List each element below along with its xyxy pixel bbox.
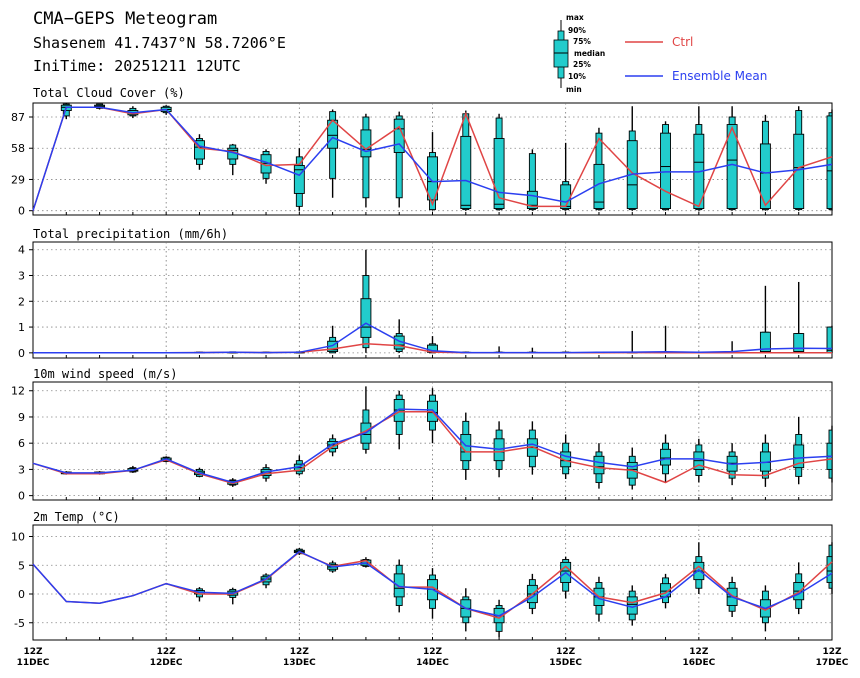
x-tick-label-time: 12Z xyxy=(290,647,310,657)
key-label-max: max xyxy=(566,13,584,22)
panel-precipitation: Total precipitation (mm/6h) 0 1 2 3 4 xyxy=(18,227,833,360)
y-tick-label: 12 xyxy=(11,385,25,398)
box-inner xyxy=(759,143,771,209)
key-label-p75: 75% xyxy=(573,37,591,46)
box-inner xyxy=(393,573,405,598)
y-tick-label: -5 xyxy=(14,617,25,630)
y-tick-label: 4 xyxy=(18,244,25,257)
panel-temperature: 2m Temp (°C) -5 0 5 10 xyxy=(11,510,833,641)
y-tick-label: 3 xyxy=(18,463,25,476)
panel-wind-speed: 10m wind speed (m/s) 0 3 6 9 12 xyxy=(11,367,833,503)
y-tick-label: 6 xyxy=(18,437,25,450)
x-tick-label-date: 13DEC xyxy=(283,658,316,668)
x-tick-label-date: 14DEC xyxy=(416,658,449,668)
key-label-p10: 10% xyxy=(568,72,586,81)
legend-mean-label: Ensemble Mean xyxy=(672,69,767,83)
y-tick-label: 58 xyxy=(11,142,25,155)
box-inner xyxy=(826,115,833,209)
panel-title-precipitation: Total precipitation (mm/6h) xyxy=(33,227,228,241)
location-text: Shasenem 41.7437°N 58.7206°E xyxy=(33,34,286,52)
panel-title-wind-speed: 10m wind speed (m/s) xyxy=(33,367,178,381)
box-inner xyxy=(660,132,671,209)
y-tick-label: 5 xyxy=(18,559,25,572)
y-tick-label: 1 xyxy=(18,321,25,334)
box-inner xyxy=(726,124,738,209)
x-tick-label-date: 16DEC xyxy=(682,658,715,668)
box-inner xyxy=(826,556,833,583)
boxplots-cloud xyxy=(60,103,833,211)
x-tick-label-time: 12Z xyxy=(822,647,842,657)
panel-title-cloud-cover: Total Cloud Cover (%) xyxy=(33,86,185,100)
y-tick-label: 0 xyxy=(18,490,25,503)
y-tick-label: 0 xyxy=(18,205,25,218)
key-label-min: min xyxy=(566,85,582,94)
x-tick-label-time: 12Z xyxy=(556,647,576,657)
box-inner xyxy=(360,298,372,338)
legend: Ctrl Ensemble Mean xyxy=(625,35,767,83)
series-mean-line-cloud xyxy=(32,106,833,211)
series-mean-line-wind xyxy=(32,408,833,484)
y-tick-label: 10 xyxy=(11,531,25,544)
x-axis: 12Z11DEC12Z12DEC12Z13DEC12Z14DEC12Z15DEC… xyxy=(17,647,849,668)
box-inner xyxy=(460,135,472,209)
box-inner xyxy=(493,138,505,209)
box-inner xyxy=(427,156,438,201)
y-tick-label: 0 xyxy=(18,347,25,360)
series-ctrl-line-wind xyxy=(32,410,833,485)
box-inner xyxy=(194,140,205,160)
x-tick-label-time: 12Z xyxy=(423,647,443,657)
series-mean-line-temp xyxy=(32,550,833,617)
panel-title-temperature: 2m Temp (°C) xyxy=(33,510,120,524)
box-outer xyxy=(528,153,536,211)
x-tick-label-time: 12Z xyxy=(157,647,177,657)
box-outer xyxy=(395,115,403,199)
init-time-text: IniTime: 20251211 12UTC xyxy=(33,57,241,75)
meteogram-title: CMA−GEPS Meteogram xyxy=(33,9,217,29)
series-mean-line-precip xyxy=(33,322,833,354)
box-inner xyxy=(460,433,472,462)
panel-cloud-cover: Total Cloud Cover (%) 0 29 58 87 xyxy=(11,86,833,218)
x-tick-label-date: 11DEC xyxy=(17,658,50,668)
y-tick-label: 2 xyxy=(18,295,25,308)
legend-ctrl-label: Ctrl xyxy=(672,35,693,49)
x-tick-label-time: 12Z xyxy=(23,647,43,657)
key-label-p90: 90% xyxy=(568,26,586,35)
box-inner xyxy=(793,444,805,469)
x-tick-label-date: 12DEC xyxy=(150,658,183,668)
box-inner xyxy=(360,129,372,158)
boxplots-wind xyxy=(60,386,833,490)
box-inner xyxy=(660,448,671,466)
box-inner xyxy=(593,455,605,475)
x-tick-label-time: 12Z xyxy=(689,647,709,657)
box-inner xyxy=(793,133,805,209)
y-tick-label: 87 xyxy=(11,111,25,124)
x-tick-label-date: 15DEC xyxy=(549,658,582,668)
y-tick-label: 0 xyxy=(18,588,25,601)
box-inner xyxy=(526,190,538,209)
boxplot-key: max 90% 75% median 25% 10% min xyxy=(553,13,605,94)
y-tick-label: 3 xyxy=(18,270,25,283)
y-tick-label: 9 xyxy=(18,411,25,424)
box-outer xyxy=(362,116,370,199)
key-label-median: median xyxy=(574,49,605,58)
x-tick-label-date: 17DEC xyxy=(816,658,849,668)
box-inner xyxy=(393,118,405,153)
box-inner xyxy=(793,333,805,354)
key-label-p25: 25% xyxy=(573,60,591,69)
y-tick-label: 29 xyxy=(11,173,25,186)
box-inner xyxy=(293,165,305,194)
